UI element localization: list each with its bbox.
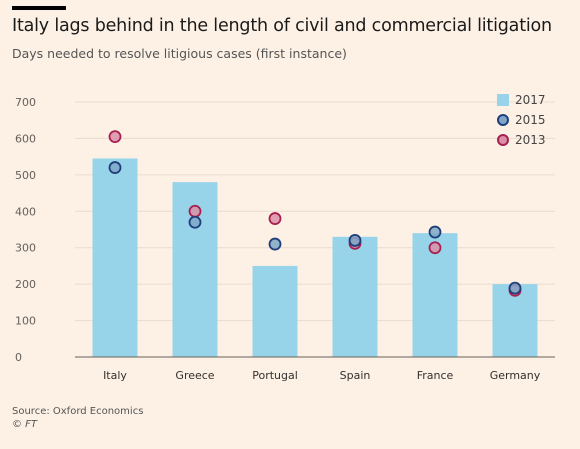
x-tick-label: France <box>417 369 454 382</box>
dot-2015-greece <box>188 215 202 229</box>
dot-2015-germany <box>508 281 522 295</box>
bar-2017-italy <box>92 158 138 357</box>
x-tick-label: Portugal <box>252 369 298 382</box>
source-note: Source: Oxford Economics © FT <box>12 405 143 431</box>
credit-text: © FT <box>12 419 38 430</box>
legend-item-2015: 2015 <box>497 110 546 130</box>
bar-2017-spain <box>332 236 378 357</box>
x-tick-label: Italy <box>103 369 127 382</box>
dot-2015-portugal <box>268 237 282 251</box>
chart-title: Italy lags behind in the length of civil… <box>12 16 552 36</box>
legend-swatch-2015 <box>497 114 509 126</box>
dot-2015-france <box>428 225 442 239</box>
dot-2015-italy <box>108 161 122 174</box>
y-tick-label: 100 <box>15 315 36 328</box>
dot-2013-portugal <box>268 212 282 225</box>
chart-legend: 2017 2015 2013 <box>497 90 546 150</box>
source-text: Source: Oxford Economics <box>12 406 144 417</box>
x-tick-label: Spain <box>340 369 371 382</box>
bar-2017-portugal <box>252 265 298 357</box>
y-tick-label: 500 <box>15 169 36 182</box>
y-tick-label: 700 <box>15 96 36 109</box>
chart-subtitle: Days needed to resolve litigious cases (… <box>12 46 347 61</box>
y-tick-label: 0 <box>15 351 22 364</box>
legend-item-2017: 2017 <box>497 90 546 110</box>
y-tick-label: 600 <box>15 132 36 145</box>
dot-2015-spain <box>348 234 362 247</box>
legend-item-2013: 2013 <box>497 130 546 150</box>
y-tick-label: 300 <box>15 242 36 255</box>
dot-2013-france <box>428 241 442 255</box>
legend-label-2017: 2017 <box>515 93 546 107</box>
x-tick-label: Greece <box>175 369 214 382</box>
dot-2013-italy <box>108 130 122 144</box>
y-tick-label: 400 <box>15 205 36 218</box>
x-tick-label: Germany <box>490 369 541 382</box>
dot-2013-greece <box>188 204 202 218</box>
legend-label-2013: 2013 <box>515 133 546 147</box>
y-tick-label: 200 <box>15 278 36 291</box>
legend-swatch-2017 <box>497 94 509 106</box>
ft-top-bar <box>12 6 66 10</box>
legend-label-2015: 2015 <box>515 113 546 127</box>
legend-swatch-2013 <box>497 134 509 146</box>
